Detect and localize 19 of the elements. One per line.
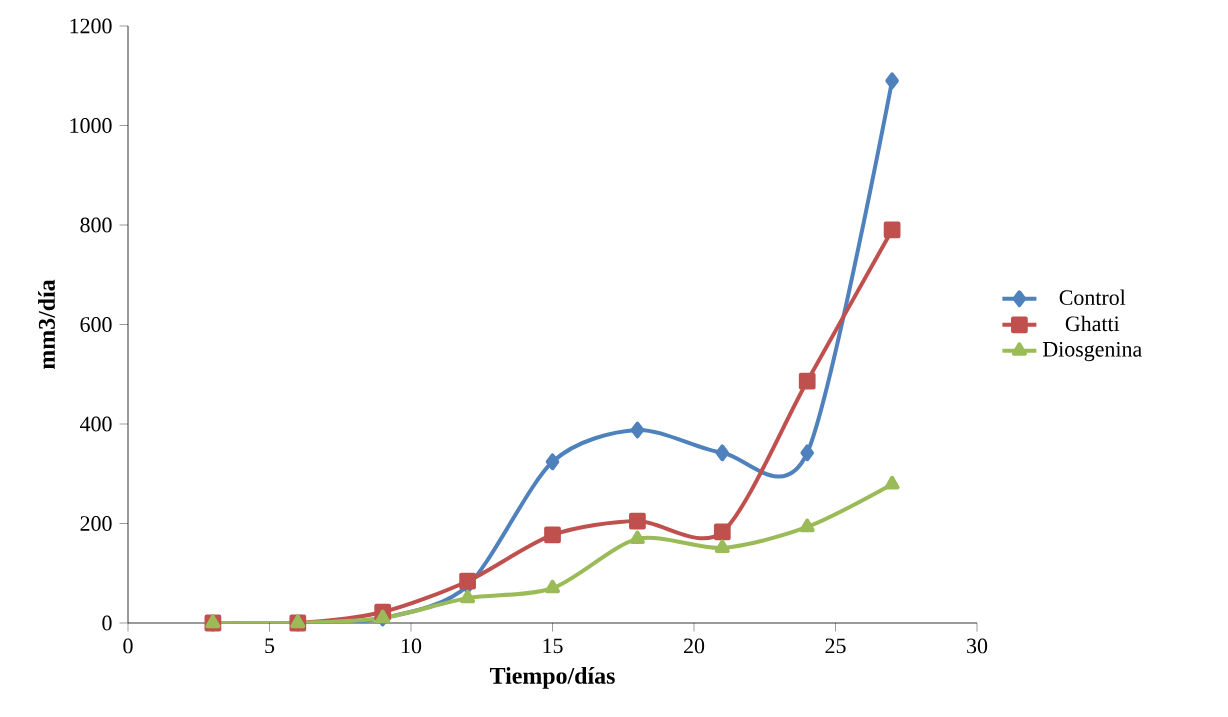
y-tick-label: 600 <box>80 317 112 332</box>
legend-label: Ghatti <box>1065 315 1120 332</box>
y-tick-label: 400 <box>80 416 112 432</box>
x-tick-label: 15 <box>543 638 563 654</box>
x-tick-label: 0 <box>123 638 133 654</box>
legend-label: Diosgenina <box>1043 341 1142 362</box>
y-axis-title: mm3/día <box>38 279 55 369</box>
x-tick-label: 20 <box>684 638 705 654</box>
x-axis-title: Tiempo/días <box>489 667 615 689</box>
x-tick-label: 25 <box>825 638 846 654</box>
x-tick-label: 5 <box>265 638 275 654</box>
legend-label: Control <box>1059 289 1126 306</box>
x-tick-label: 30 <box>967 638 988 654</box>
y-tick-label: 800 <box>80 217 112 233</box>
x-tick-label: 10 <box>401 638 422 654</box>
y-tick-label: 1200 <box>70 18 112 34</box>
y-tick-label: 0 <box>102 615 112 631</box>
y-tick-label: 1000 <box>70 118 112 133</box>
y-tick-label: 200 <box>80 516 112 531</box>
